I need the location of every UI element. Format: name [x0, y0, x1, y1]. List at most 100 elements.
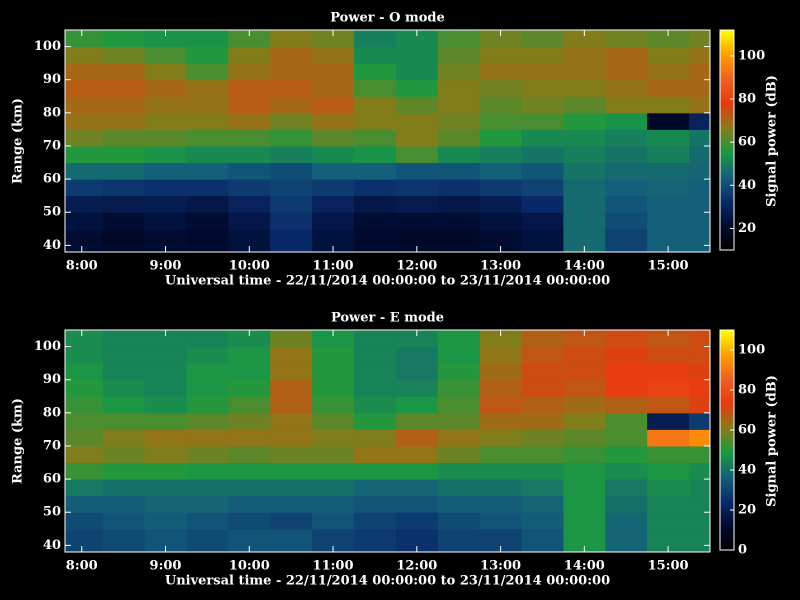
chart-title: Power - O mode	[330, 11, 445, 26]
heat-cell	[144, 330, 187, 348]
heat-cell	[353, 363, 397, 381]
heat-cell	[437, 162, 481, 180]
heat-cell	[186, 112, 229, 130]
heat-cell	[65, 79, 104, 97]
heat-cell	[65, 30, 104, 48]
heat-cell	[144, 129, 187, 147]
heat-cell	[563, 429, 606, 447]
heat-cell	[605, 512, 648, 530]
y-tick-label: 60	[43, 472, 61, 487]
heat-cell	[65, 445, 104, 464]
heat-cell	[395, 162, 439, 180]
heat-cell	[437, 30, 481, 48]
heat-cell	[312, 412, 355, 430]
heat-cell	[395, 512, 439, 530]
heat-cell	[65, 145, 104, 164]
colorbar-tick-label: 20	[738, 221, 756, 236]
heat-cell	[395, 429, 439, 447]
heat-cell	[312, 79, 355, 97]
heat-cell	[144, 79, 187, 97]
y-axis-label: Range (km)	[11, 98, 26, 184]
heat-cell	[647, 429, 690, 447]
heat-cell	[689, 429, 711, 447]
heat-cell	[65, 379, 104, 397]
heat-cell	[353, 46, 397, 64]
heat-cell	[605, 46, 648, 64]
heat-cell	[312, 145, 355, 164]
heat-cell	[689, 195, 711, 213]
heat-cell	[479, 46, 523, 64]
heat-cell	[689, 495, 711, 513]
heat-cell	[395, 195, 439, 213]
heat-cell	[228, 495, 271, 513]
heat-cell	[437, 512, 481, 530]
heat-cell	[689, 212, 711, 230]
heat-cell	[605, 79, 648, 97]
heat-cell	[312, 129, 355, 147]
heat-cell	[689, 512, 711, 530]
y-tick-label: 40	[43, 238, 61, 253]
heat-cell	[563, 162, 606, 180]
heat-cell	[186, 412, 229, 430]
y-tick-label: 50	[43, 505, 61, 520]
heat-cell	[65, 46, 104, 64]
heat-cell	[65, 330, 104, 348]
heat-cell	[521, 445, 564, 464]
heat-cell	[521, 63, 564, 81]
heat-cell	[395, 363, 439, 381]
heat-cell	[65, 179, 104, 197]
heat-cell	[647, 412, 690, 430]
heat-cell	[312, 212, 355, 230]
heat-cell	[228, 479, 271, 497]
heat-cell	[353, 30, 397, 48]
heat-cell	[479, 129, 523, 147]
heat-cell	[270, 528, 313, 553]
heat-cell	[312, 495, 355, 513]
heat-cell	[228, 330, 271, 348]
heat-cell	[689, 145, 711, 164]
heat-cell	[270, 96, 313, 114]
heat-cell	[479, 96, 523, 114]
heat-cell	[395, 46, 439, 64]
colorbar	[719, 329, 735, 551]
heat-cell	[186, 162, 229, 180]
heat-cell	[521, 162, 564, 180]
heat-cell	[563, 228, 606, 253]
heat-cell	[270, 346, 313, 364]
heat-cell	[479, 528, 523, 553]
heat-cell	[228, 429, 271, 447]
heat-cell	[186, 445, 229, 464]
heat-cell	[353, 179, 397, 197]
heat-cell	[102, 462, 146, 480]
heat-cell	[270, 363, 313, 381]
heat-cell	[65, 129, 104, 147]
heat-cell	[312, 162, 355, 180]
heat-cell	[395, 479, 439, 497]
heat-cell	[563, 179, 606, 197]
heat-cell	[647, 96, 690, 114]
heat-cell	[689, 379, 711, 397]
heat-cell	[228, 212, 271, 230]
heat-cell	[689, 30, 711, 48]
heat-cell	[437, 495, 481, 513]
heat-cell	[353, 412, 397, 430]
heat-cell	[605, 379, 648, 397]
heat-cell	[437, 412, 481, 430]
heat-cell	[563, 63, 606, 81]
heat-cell	[689, 462, 711, 480]
heat-cell	[605, 495, 648, 513]
heat-cell	[270, 212, 313, 230]
heat-cell	[437, 63, 481, 81]
heat-cell	[647, 129, 690, 147]
heat-cell	[521, 79, 564, 97]
heat-cell	[605, 412, 648, 430]
heat-cell	[228, 462, 271, 480]
heat-cell	[647, 145, 690, 164]
heat-cell	[605, 112, 648, 130]
heat-cell	[228, 30, 271, 48]
heat-cell	[312, 363, 355, 381]
heat-cell	[605, 330, 648, 348]
heat-cell	[647, 330, 690, 348]
heat-cell	[65, 363, 104, 381]
heat-cell	[102, 79, 146, 97]
